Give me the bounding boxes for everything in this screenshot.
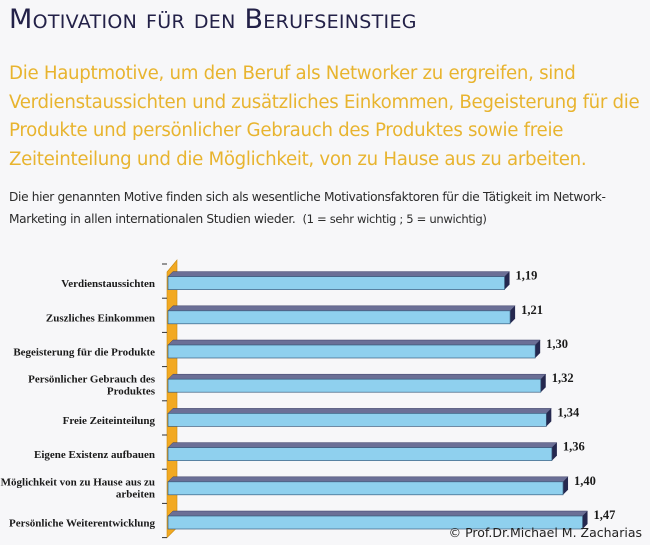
category-label-line: arbeiten bbox=[116, 488, 155, 500]
category-label: Eigene Existenz aufbauen bbox=[34, 449, 155, 461]
bar-side-face bbox=[504, 271, 510, 290]
axis-wall bbox=[166, 259, 178, 539]
value-label: 1,21 bbox=[521, 303, 543, 317]
category-label: Zuszliches Einkommen bbox=[46, 312, 155, 324]
bar-side-face bbox=[546, 408, 552, 427]
value-label: 1,40 bbox=[574, 474, 596, 488]
bar bbox=[167, 481, 564, 496]
bar-top-face bbox=[167, 442, 558, 448]
intro-paragraph: Die hier genannten Motive finden sich al… bbox=[9, 186, 606, 230]
category-label-line: Freie Zeiteinteilung bbox=[63, 415, 156, 427]
category-label-line: Zuszliches Einkommen bbox=[46, 312, 155, 324]
bar-side-face bbox=[563, 476, 569, 495]
scale-legend: (1 = sehr wichtig ; 5 = unwichtig) bbox=[302, 212, 487, 226]
bar-top-face bbox=[167, 373, 547, 380]
bar bbox=[167, 413, 547, 427]
bar bbox=[167, 276, 505, 290]
value-label: 1,47 bbox=[594, 508, 616, 522]
bar bbox=[167, 310, 511, 325]
bar-side-face bbox=[551, 442, 557, 461]
category-label: Begeisterung für die Produkte bbox=[13, 347, 155, 359]
bar-side-face bbox=[535, 340, 541, 358]
bar bbox=[167, 378, 542, 393]
copyright-notice: © Prof.Dr.Michael M. Zacharias bbox=[448, 525, 642, 540]
value-label: 1,34 bbox=[557, 405, 580, 419]
lead-line: Verdienstaussichten und zusätzliches Ein… bbox=[9, 91, 640, 113]
category-label: Verdienstaussichten bbox=[61, 278, 155, 290]
category-label-line: Verdienstaussichten bbox=[61, 278, 155, 290]
lead-line: Die Hauptmotive, um den Beruf als Networ… bbox=[9, 63, 576, 84]
bar-top-face bbox=[167, 408, 552, 414]
category-label: Freie Zeiteinteilung bbox=[63, 415, 156, 427]
category-label-line: Begeisterung für die Produkte bbox=[13, 347, 155, 359]
bar-side-face bbox=[582, 511, 588, 529]
category-label-line: Persönliche Weiterentwicklung bbox=[9, 518, 155, 530]
page-title: Motivation für den Berufseinstieg bbox=[9, 4, 417, 35]
category-label-line: Produktes bbox=[107, 386, 156, 398]
bar bbox=[167, 447, 553, 461]
category-label: Persönlicher Gebrauch des Produktes bbox=[28, 374, 156, 398]
bar-side-face bbox=[510, 305, 516, 324]
value-label: 1,19 bbox=[516, 269, 538, 283]
intro-line-1: Die hier genannten Motive finden sich al… bbox=[9, 190, 606, 204]
category-label-line: Möglichkeit von zu Hause aus zu bbox=[1, 476, 155, 488]
category-label: Möglichkeit von zu Hause aus zu arbeiten bbox=[1, 476, 155, 500]
bar-chart: 1,19 Verdienstaussichten 1,21 Zuszliches Ei… bbox=[1, 259, 616, 539]
lead-paragraph: Die Hauptmotive, um den Beruf als Networ… bbox=[9, 60, 649, 174]
bar-top-face bbox=[167, 271, 511, 277]
bar-top-face bbox=[167, 339, 541, 346]
bar-top-face bbox=[167, 476, 569, 483]
intro-line-2: Marketing in allen internationalen Studi… bbox=[9, 212, 296, 226]
bar bbox=[167, 515, 583, 530]
bar-side-face bbox=[540, 374, 546, 393]
lead-line: Produkte und persönlicher Gebrauch des P… bbox=[9, 120, 564, 141]
value-label: 1,36 bbox=[563, 440, 585, 454]
category-label-line: Persönlicher Gebrauch des bbox=[28, 374, 156, 386]
category-label: Persönliche Weiterentwicklung bbox=[9, 518, 155, 530]
value-label: 1,30 bbox=[546, 337, 568, 351]
lead-line: Zeiteinteilung und die Möglichkeit, von … bbox=[9, 148, 587, 170]
bar bbox=[167, 344, 536, 359]
value-label: 1,32 bbox=[552, 371, 574, 385]
category-label-line: Eigene Existenz aufbauen bbox=[34, 449, 155, 461]
bar-top-face bbox=[167, 305, 516, 312]
bar-top-face bbox=[167, 510, 589, 517]
